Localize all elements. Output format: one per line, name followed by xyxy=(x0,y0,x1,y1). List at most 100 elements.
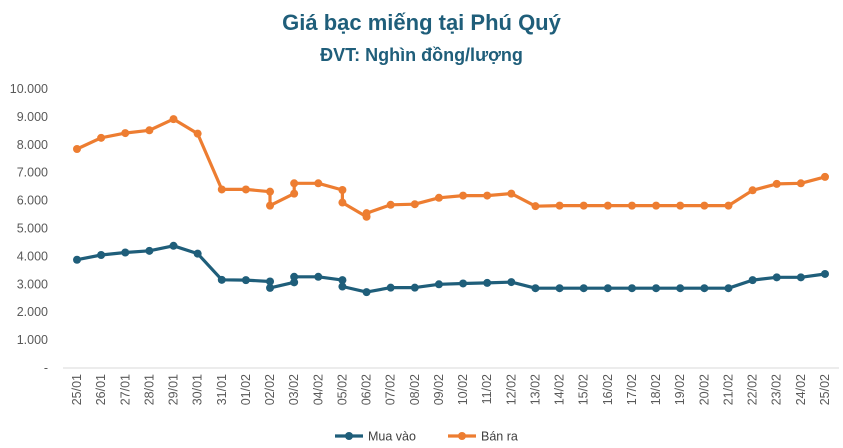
x-tick-label: 10/02 xyxy=(456,374,470,405)
series-1-point xyxy=(338,276,347,285)
series-1-point xyxy=(410,283,419,292)
series-1-point xyxy=(169,241,178,250)
series-2-point xyxy=(217,185,226,194)
series-2-point xyxy=(97,133,106,142)
chart-subtitle: ĐVT: Nghìn đồng/lượng xyxy=(320,45,523,65)
x-tick-label: 30/01 xyxy=(191,374,205,405)
series-2-point xyxy=(483,191,492,200)
x-tick-label: 29/01 xyxy=(167,374,181,405)
x-tick-label: 07/02 xyxy=(384,374,398,405)
x-tick-label: 22/02 xyxy=(746,374,760,405)
x-tick-label: 27/01 xyxy=(118,374,132,405)
x-tick-label: 02/02 xyxy=(263,374,277,405)
series-2-point xyxy=(579,201,588,210)
y-tick-label: 6.000 xyxy=(17,194,48,208)
series-1-point xyxy=(821,269,829,278)
series-2-point xyxy=(700,201,709,210)
x-tick-label: 13/02 xyxy=(528,374,542,405)
x-tick-label: 31/01 xyxy=(215,374,229,405)
series-2-point xyxy=(603,201,612,210)
series-1-point xyxy=(362,288,371,297)
series-2-point xyxy=(796,179,805,188)
legend-marker-2 xyxy=(458,432,466,440)
series-1-point xyxy=(145,246,154,255)
y-tick-label: 1.000 xyxy=(17,333,48,347)
series-line-1 xyxy=(75,244,827,294)
series-2-point xyxy=(73,144,81,153)
x-tick-label: 17/02 xyxy=(625,374,639,405)
series-2-point xyxy=(338,198,347,207)
series-1-point xyxy=(217,275,226,284)
x-axis: 25/01 26/01 27/01 28/01 29/01 30/01 31/01 01/02… xyxy=(70,374,832,405)
series-2-point xyxy=(772,179,781,188)
legend-marker-1 xyxy=(345,432,353,440)
series-1-point xyxy=(290,272,299,281)
series-2-point xyxy=(821,172,829,181)
series-1-point xyxy=(241,276,250,285)
series-1-point xyxy=(314,272,323,281)
series-2-point xyxy=(676,201,685,210)
x-tick-label: 16/02 xyxy=(601,374,615,405)
x-tick-label: 24/02 xyxy=(794,374,808,405)
y-tick-label: 4.000 xyxy=(17,249,48,263)
series-1-point xyxy=(459,279,468,288)
series-1-point xyxy=(652,284,661,293)
series-2-point xyxy=(266,201,275,210)
y-tick-label: 9.000 xyxy=(17,110,48,124)
series-1-point xyxy=(97,251,106,260)
series-1-point xyxy=(266,283,275,292)
x-tick-label: 25/02 xyxy=(818,374,832,405)
x-tick-label: 23/02 xyxy=(770,374,784,405)
y-tick-label: 2.000 xyxy=(17,305,48,319)
series-2-point xyxy=(338,185,347,194)
series-2-point xyxy=(266,187,275,196)
series-2-point xyxy=(410,200,419,209)
x-tick-label: 25/01 xyxy=(70,374,84,405)
series-1-point xyxy=(73,255,81,264)
series-1-point xyxy=(627,284,636,293)
y-tick-label: 10.000 xyxy=(10,82,48,96)
series-2-point xyxy=(531,202,540,211)
series-1-point xyxy=(121,248,130,257)
series-2-point xyxy=(627,201,636,210)
x-tick-label: 04/02 xyxy=(311,374,325,405)
series-2-point xyxy=(748,186,757,195)
series-1-point xyxy=(579,284,588,293)
x-tick-label: 12/02 xyxy=(504,374,518,405)
series-1-point xyxy=(266,277,275,286)
series-2-point xyxy=(290,189,299,198)
x-tick-label: 19/02 xyxy=(673,374,687,405)
series-2-point xyxy=(169,115,178,124)
legend-label-1: Mua vào xyxy=(368,430,416,444)
x-tick-label: 28/01 xyxy=(142,374,156,405)
series-2-point xyxy=(652,201,661,210)
series-2-point xyxy=(145,126,154,135)
series-2-point xyxy=(555,201,564,210)
series-2-point xyxy=(241,185,250,194)
series-1-point xyxy=(700,284,709,293)
series-1-point xyxy=(555,284,564,293)
series-2-point xyxy=(290,179,299,188)
x-tick-label: 05/02 xyxy=(335,374,349,405)
chart-title: Giá bạc miếng tại Phú Quý xyxy=(282,10,561,35)
series-1-point xyxy=(483,278,492,287)
y-tick-label: 5.000 xyxy=(17,222,48,236)
x-tick-label: 21/02 xyxy=(721,374,735,405)
legend: Mua vào Bán ra xyxy=(335,430,518,444)
x-tick-label: 20/02 xyxy=(697,374,711,405)
series-1-point xyxy=(531,284,540,293)
x-tick-label: 06/02 xyxy=(360,374,374,405)
series-layer xyxy=(73,115,829,297)
series-2-point xyxy=(724,201,733,210)
series-1-point xyxy=(338,282,347,291)
series-1-point xyxy=(290,278,299,287)
series-1-point xyxy=(603,284,612,293)
legend-label-2: Bán ra xyxy=(481,430,518,444)
x-tick-label: 18/02 xyxy=(649,374,663,405)
series-2-point xyxy=(434,193,443,202)
x-tick-label: 03/02 xyxy=(287,374,301,405)
series-2-point xyxy=(362,209,371,218)
series-2-point xyxy=(459,191,468,200)
series-2-point xyxy=(121,129,130,138)
